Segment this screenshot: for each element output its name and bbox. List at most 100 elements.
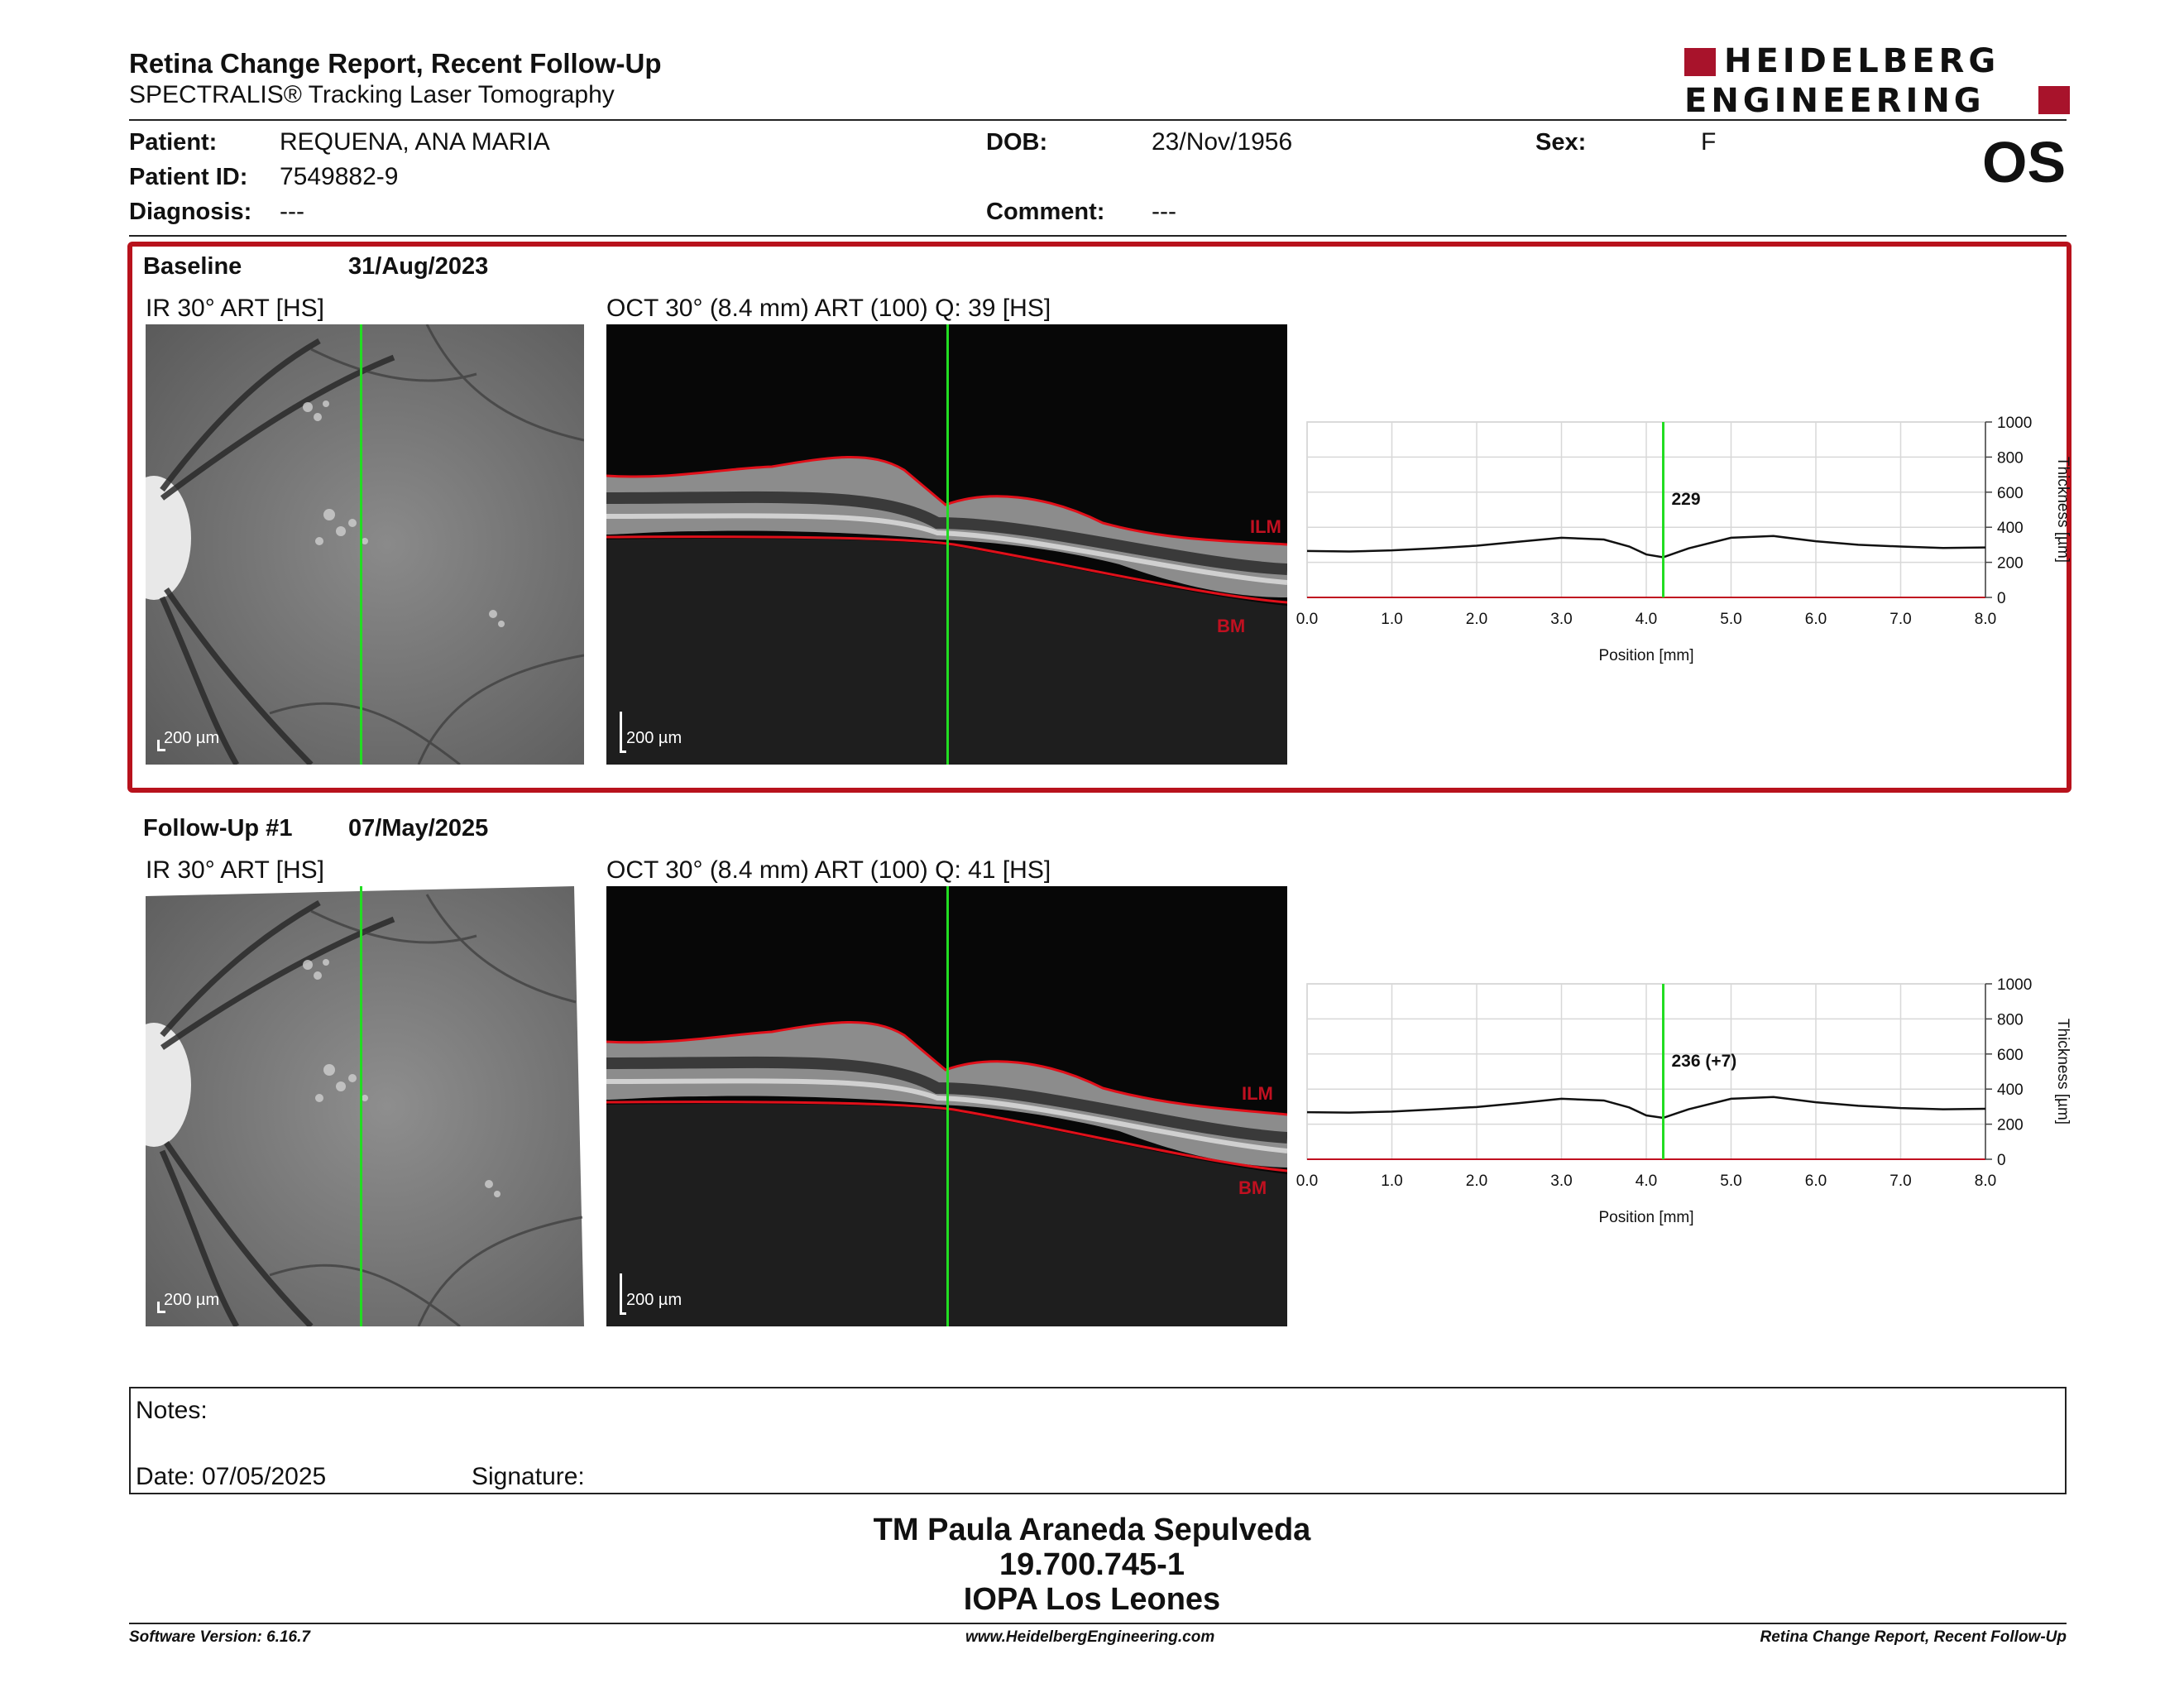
chart-y-tick-label: 600	[1997, 485, 2024, 502]
chart-y-tick-label: 0	[1997, 590, 2006, 607]
notes-date: Date: 07/05/2025	[136, 1463, 327, 1490]
chart-y-tick-label: 800	[1997, 1011, 2024, 1029]
chart-x-tick-label: 5.0	[1720, 611, 1741, 628]
baseline-ir-image: 200 µm	[146, 324, 584, 765]
baseline-thickness-chart: 0 200 400 600 800 1000 0.0 1.0 2.0 3.0 4.0 5.0 6.0 7.…	[1296, 415, 2071, 664]
signature-org: IOPA Los Leones	[963, 1582, 1221, 1617]
baseline-date: 31/Aug/2023	[348, 253, 489, 280]
chart-x-tick-label: 0.0	[1296, 611, 1318, 628]
chart-y-axis-label: Thickness [µm]	[2054, 457, 2071, 563]
followup-ir-scale-text: 200 µm	[164, 1291, 220, 1309]
notes-label: Notes:	[136, 1397, 208, 1424]
baseline-ilm-tag: ILM	[1250, 516, 1281, 537]
baseline-ir-scale-text: 200 µm	[164, 729, 220, 747]
baseline-oct-scalebar: 200 µm	[620, 712, 682, 753]
footer-divider	[129, 1623, 2067, 1624]
patient-name: REQUENA, ANA MARIA	[280, 128, 550, 156]
diagnosis-value: ---	[280, 198, 304, 225]
chart-x-tick-label: 7.0	[1889, 1172, 1911, 1190]
chart-x-axis-label: Position [mm]	[1598, 647, 1693, 664]
baseline-oct-image: ILM BM 200 µm	[606, 324, 1287, 765]
chart-y-axis-label: Thickness [µm]	[2054, 1019, 2071, 1125]
signature-name: TM Paula Araneda Sepulveda	[873, 1513, 1311, 1547]
logo-line-1: HEIDELBERG	[1724, 42, 2000, 80]
chart-x-tick-label: 8.0	[1975, 611, 1996, 628]
comment-value: ---	[1152, 198, 1176, 225]
report-title: Retina Change Report, Recent Follow-Up	[129, 48, 662, 79]
chart-x-tick-label: 3.0	[1550, 1172, 1572, 1190]
chart-marker-label: 236 (+7)	[1672, 1052, 1737, 1071]
followup-ir-label: IR 30° ART [HS]	[146, 856, 324, 884]
patient-name-label: Patient:	[129, 129, 218, 156]
chart-x-tick-label: 2.0	[1466, 611, 1487, 628]
chart-x-tick-label: 7.0	[1889, 611, 1911, 628]
chart-y-tick-label: 200	[1997, 1117, 2024, 1134]
baseline-ir-scalebar: 200 µm	[157, 729, 220, 751]
notes-box: Notes: Date: 07/05/2025 Signature:	[129, 1387, 2067, 1494]
followup-oct-scalebar: 200 µm	[620, 1273, 682, 1315]
notes-signature-label: Signature:	[472, 1463, 585, 1490]
followup-ilm-tag: ILM	[1242, 1083, 1273, 1104]
signature-id: 19.700.745-1	[999, 1547, 1185, 1582]
chart-thickness-line	[1306, 535, 1986, 559]
followup-oct-label: OCT 30° (8.4 mm) ART (100) Q: 41 [HS]	[606, 856, 1051, 884]
followup-ir-image: 200 µm	[146, 886, 584, 1326]
baseline-frame	[127, 242, 2071, 793]
chart-y-tick-label: 200	[1997, 555, 2024, 573]
sex-label: Sex:	[1535, 129, 1587, 156]
diagnosis-label: Diagnosis:	[129, 199, 252, 225]
footer-version: Software Version: 6.16.7	[129, 1628, 310, 1646]
chart-y-tick-label: 800	[1997, 449, 2024, 467]
chart-x-tick-label: 4.0	[1636, 611, 1657, 628]
chart-y-tick-label: 400	[1997, 520, 2024, 537]
chart-x-tick-label: 8.0	[1975, 1172, 1996, 1190]
sex-value: F	[1701, 128, 1717, 156]
chart-x-tick-label: 6.0	[1805, 611, 1827, 628]
chart-x-tick-label: 1.0	[1381, 611, 1402, 628]
chart-y-tick-label: 1000	[1997, 976, 2032, 994]
logo-line-2: ENGINEERING	[1684, 82, 1985, 120]
followup-ir-scalebar: 200 µm	[157, 1291, 220, 1313]
chart-thickness-line	[1306, 1096, 1986, 1120]
chart-x-tick-label: 6.0	[1805, 1172, 1827, 1190]
patient-divider	[129, 235, 2067, 237]
followup-oct-scale-text: 200 µm	[626, 1291, 682, 1309]
chart-y-tick-label: 1000	[1997, 415, 2032, 432]
dob-value: 23/Nov/1956	[1152, 128, 1293, 156]
followup-thickness-chart: 0 200 400 600 800 1000 0.0 1.0 2.0 3.0 4.0 5.0 6.0 7.…	[1296, 976, 2071, 1226]
chart-y-tick-label: 0	[1997, 1152, 2006, 1169]
patient-id: 7549882-9	[280, 163, 399, 190]
baseline-ir-scan-line	[360, 324, 362, 765]
followup-bm-tag: BM	[1238, 1177, 1267, 1198]
footer-report-name: Retina Change Report, Recent Follow-Up	[1760, 1628, 2067, 1646]
footer-url[interactable]: www.HeidelbergEngineering.com	[965, 1628, 1215, 1646]
baseline-title: Baseline	[143, 253, 242, 280]
logo-square-top	[1684, 48, 1716, 76]
logo-square-bottom	[2038, 86, 2070, 114]
followup-title: Follow-Up #1	[143, 815, 293, 842]
chart-y-tick-label: 600	[1997, 1047, 2024, 1064]
comment-label: Comment:	[986, 199, 1105, 225]
followup-date: 07/May/2025	[348, 815, 489, 842]
chart-marker-label: 229	[1672, 490, 1701, 509]
followup-oct-image: ILM BM 200 µm	[606, 886, 1287, 1326]
followup-oct-scan-line	[946, 886, 949, 1326]
header-divider	[129, 119, 2067, 121]
eye-indicator: OS	[1982, 130, 2067, 194]
chart-x-axis-label: Position [mm]	[1598, 1209, 1693, 1226]
baseline-ir-label: IR 30° ART [HS]	[146, 295, 324, 322]
chart-x-tick-label: 3.0	[1550, 611, 1572, 628]
patient-id-label: Patient ID:	[129, 164, 248, 190]
baseline-oct-label: OCT 30° (8.4 mm) ART (100) Q: 39 [HS]	[606, 295, 1051, 322]
baseline-bm-tag: BM	[1217, 616, 1246, 636]
report-subtitle: SPECTRALIS® Tracking Laser Tomography	[129, 81, 615, 108]
baseline-oct-scale-text: 200 µm	[626, 729, 682, 747]
baseline-oct-scan-line	[946, 324, 949, 765]
dob-label: DOB:	[986, 129, 1048, 156]
chart-x-tick-label: 0.0	[1296, 1172, 1318, 1190]
chart-x-tick-label: 5.0	[1720, 1172, 1741, 1190]
followup-ir-scan-line	[360, 886, 362, 1326]
chart-y-tick-label: 400	[1997, 1081, 2024, 1099]
chart-x-tick-label: 2.0	[1466, 1172, 1487, 1190]
chart-x-tick-label: 4.0	[1636, 1172, 1657, 1190]
